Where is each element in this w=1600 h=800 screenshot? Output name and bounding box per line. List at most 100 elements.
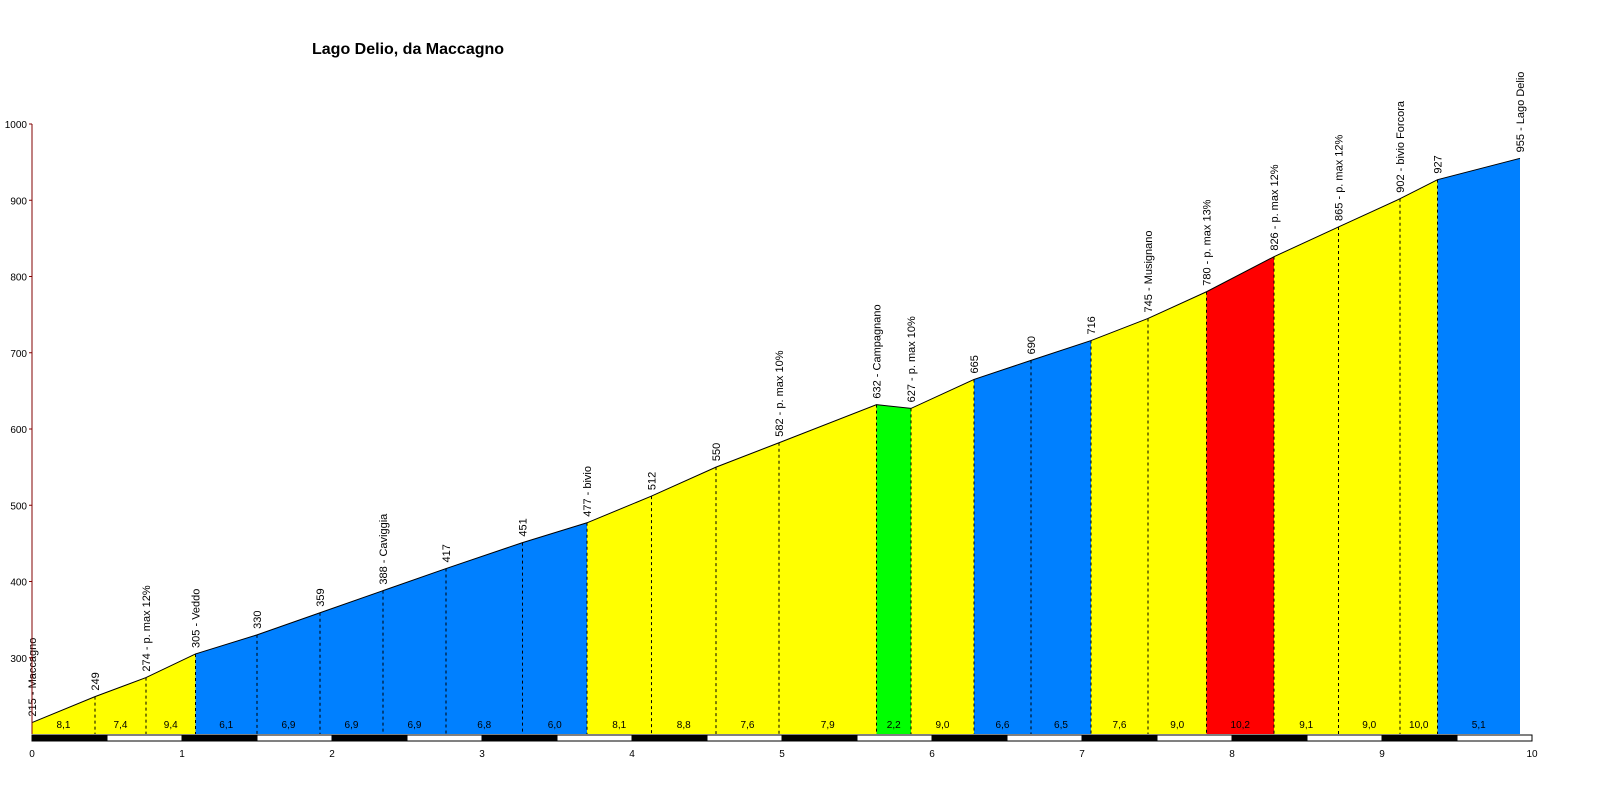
point-label: 550 [711,443,723,461]
point-label: 330 [252,611,264,629]
point-label: 512 [647,472,659,490]
x-tick-label: 5 [779,749,785,760]
grade-label: 2,2 [887,720,901,731]
point-label: 927 [1433,155,1445,173]
y-axis: 300 400 500 600 700 800 900 1000 [5,120,33,734]
x-scale-block [1456,734,1533,742]
x-tick-label: 4 [629,749,635,760]
x-scale-block [256,734,333,742]
profile-segment [1400,179,1438,735]
profile-segment [195,634,257,734]
y-tick-label: 300 [10,654,27,665]
point-label: 716 [1086,316,1098,334]
profile-segment [446,542,523,734]
grade-label: 6,9 [408,720,422,731]
point-label: 780 - p. max 13% [1202,199,1214,285]
profile-segment [1148,291,1207,734]
profile-segment [911,379,974,734]
point-label: 902 - bivio Forcora [1395,100,1407,193]
grade-label: 10,2 [1231,720,1251,731]
grade-label: 6,8 [477,720,491,731]
grade-label: 8,1 [612,720,626,731]
grade-labels: 8,1 7,4 9,4 6,1 6,9 6,9 6,9 6,8 6,0 8,1 8,8 7,6 7,9 2… [57,720,1487,731]
profile-segment [587,496,652,734]
grade-label: 6,6 [996,720,1010,731]
y-tick-label: 600 [10,425,27,436]
x-axis: 0 1 2 3 4 5 6 7 8 9 10 [29,734,1538,760]
profile-segment [1274,226,1339,734]
grade-label: 8,1 [57,720,71,731]
x-scale-block [1231,734,1308,742]
y-tick-label: 700 [10,349,27,360]
point-label: 305 - Veddo [191,589,203,648]
grade-label: 6,1 [219,720,233,731]
x-scale-block [781,734,858,742]
x-tick-label: 0 [29,749,35,760]
point-label: 582 - p. max 10% [774,350,786,436]
grade-label: 9,0 [1362,720,1376,731]
x-scale-block [931,734,1008,742]
point-label: 745 - Musignano [1143,230,1155,312]
profile-segment [95,677,146,734]
point-label: 865 - p. max 12% [1334,135,1346,221]
x-scale-block [631,734,708,742]
x-scale-block [481,734,558,742]
profile-segment [1206,256,1274,734]
profile-segment [716,442,779,734]
x-scale-block [1306,734,1383,742]
x-scale-block [181,734,258,742]
profile-segment [974,360,1031,734]
x-tick-label: 9 [1379,749,1385,760]
x-scale-block [31,734,108,742]
grade-label: 9,0 [1170,720,1184,731]
point-labels: 215 - Maccagno 249 274 - p. max 12% 305 - V… [27,72,1527,717]
x-tick-label: 8 [1229,749,1235,760]
profile-segment [1338,198,1400,735]
profile-segment [1031,340,1091,734]
x-scale-block [1156,734,1233,742]
y-tick-label: 500 [10,501,27,512]
x-scale-block [406,734,483,742]
x-tick-label: 1 [179,749,185,760]
grade-label: 7,6 [741,720,755,731]
point-label: 632 - Campagnano [872,304,884,398]
chart-title: Lago Delio, da Maccagno [312,41,504,58]
x-tick-label: 3 [479,749,485,760]
point-label: 274 - p. max 12% [141,585,153,671]
profile-segment [320,590,383,734]
point-label: 388 - Caviggia [378,513,390,585]
x-tick-label: 10 [1526,749,1538,760]
profile-segment [1437,158,1520,734]
grade-label: 6,5 [1054,720,1068,731]
x-tick-label: 7 [1079,749,1085,760]
profile-segment [146,653,196,734]
point-label: 249 [90,672,102,690]
profile-segment [779,404,877,734]
x-tick-label: 6 [929,749,935,760]
x-scale-block [1081,734,1158,742]
grade-label: 6,0 [548,720,562,731]
point-label: 627 - p. max 10% [906,316,918,402]
grade-label: 7,9 [821,720,835,731]
kilometre-dividers [94,179,1438,734]
point-label: 417 [441,544,453,562]
profile-segments [32,158,1520,735]
profile-outline [31,157,1521,724]
profile-segment [383,568,446,734]
grade-label: 5,1 [1472,720,1486,731]
x-scale-block [1381,734,1458,742]
x-scale-block [331,734,408,742]
x-scale-block [856,734,933,742]
grade-label: 9,1 [1299,720,1313,731]
x-scale-block [106,734,183,742]
x-scale-block [1006,734,1083,742]
point-label: 955 - Lago Delio [1515,72,1527,153]
grade-label: 7,6 [1113,720,1127,731]
grade-label: 9,0 [936,720,950,731]
grade-label: 8,8 [677,720,691,731]
x-tick-label: 2 [329,749,335,760]
point-label: 826 - p. max 12% [1269,164,1281,250]
profile-segment [522,522,587,734]
point-label: 690 [1026,336,1038,354]
